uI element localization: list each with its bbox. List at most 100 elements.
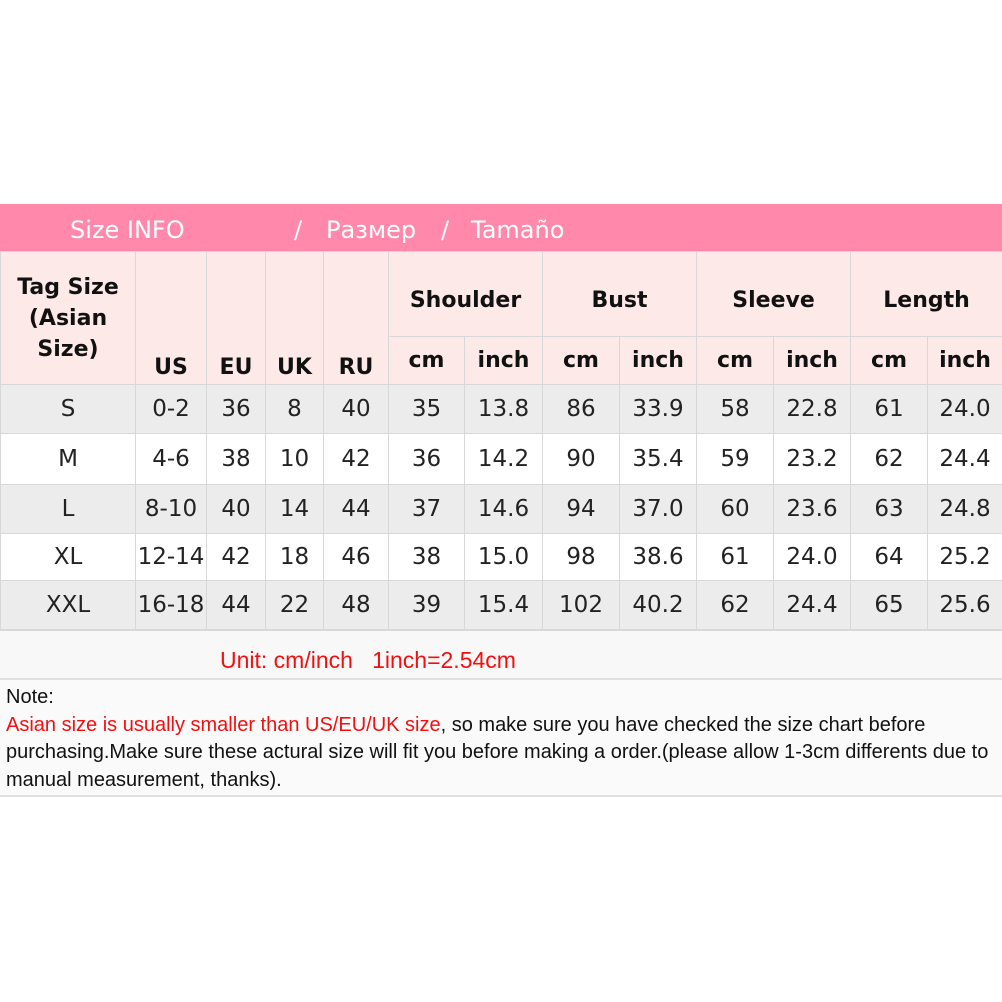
table-cell: 25.6 <box>927 580 1002 630</box>
unit-note: Unit: cm/inch 1inch=2.54cm <box>0 630 1002 680</box>
tag-size-cell: S <box>0 384 136 434</box>
table-cell: 35.4 <box>618 433 698 485</box>
table-cell: 8 <box>265 384 324 434</box>
size-table: Tag Size (Asian Size) US EU UK RU Should… <box>0 251 1002 630</box>
tag-size-cell: L <box>0 484 136 534</box>
table-cell: 61 <box>850 384 929 434</box>
table-cell: 22 <box>265 580 324 630</box>
header-inch: inch <box>618 336 698 385</box>
table-cell: 58 <box>696 384 775 434</box>
table-cell: 61 <box>696 533 775 581</box>
title-bar: Size INFO / Размер / Tamaño <box>0 204 1002 251</box>
table-cell: 25.2 <box>927 533 1002 581</box>
table-row: M 4-6 38 10 42 36 14.2 90 35.4 59 23.2 62 24.4 <box>0 433 1002 485</box>
table-cell: 44 <box>206 580 266 630</box>
note-box: Note: Asian size is usually smaller than… <box>0 680 1002 797</box>
tag-size-cell: XXL <box>0 580 136 630</box>
table-cell: 14.6 <box>464 484 543 534</box>
table-cell: 39 <box>388 580 465 630</box>
note-highlight: Asian size is usually smaller than US/EU… <box>6 713 441 736</box>
table-cell: 10 <box>265 433 324 485</box>
table-cell: 37.0 <box>618 484 698 534</box>
header-eu: EU <box>206 251 266 385</box>
table-cell: 33.9 <box>618 384 698 434</box>
header-uk: UK <box>265 251 324 385</box>
table-cell: 36 <box>388 433 465 485</box>
table-cell: 46 <box>323 533 389 581</box>
table-cell: 0-2 <box>135 384 207 434</box>
table-cell: 98 <box>542 533 620 581</box>
header-inch: inch <box>464 336 543 385</box>
table-cell: 59 <box>696 433 775 485</box>
title-sep: / <box>441 216 450 244</box>
table-cell: 38 <box>206 433 266 485</box>
note-rest: , so make sure you have checked the size… <box>6 713 989 791</box>
table-cell: 14 <box>265 484 324 534</box>
header-cm: cm <box>388 336 465 385</box>
table-cell: 24.4 <box>927 433 1002 485</box>
table-cell: 102 <box>542 580 620 630</box>
table-cell: 40.2 <box>618 580 698 630</box>
table-cell: 40 <box>206 484 266 534</box>
header-us: US <box>135 251 207 385</box>
table-cell: 18 <box>265 533 324 581</box>
header-cm: cm <box>696 336 775 385</box>
table-cell: 42 <box>323 433 389 485</box>
header-inch: inch <box>927 336 1002 385</box>
table-cell: 86 <box>542 384 620 434</box>
table-row: XXL 16-18 44 22 48 39 15.4 102 40.2 62 24.4 65 25.6 <box>0 580 1002 630</box>
table-cell: 23.6 <box>773 484 852 534</box>
table-cell: 40 <box>323 384 389 434</box>
tag-size-cell: M <box>0 433 136 485</box>
table-cell: 15.4 <box>464 580 543 630</box>
header-tag-size: Tag Size (Asian Size) <box>0 251 136 385</box>
table-cell: 60 <box>696 484 775 534</box>
table-cell: 48 <box>323 580 389 630</box>
table-cell: 94 <box>542 484 620 534</box>
table-cell: 65 <box>850 580 929 630</box>
table-cell: 15.0 <box>464 533 543 581</box>
table-cell: 24.0 <box>773 533 852 581</box>
table-cell: 13.8 <box>464 384 543 434</box>
table-cell: 36 <box>206 384 266 434</box>
table-cell: 38 <box>388 533 465 581</box>
note-text: Asian size is usually smaller than US/EU… <box>6 712 1002 795</box>
header-length: Length <box>850 251 1002 337</box>
table-cell: 8-10 <box>135 484 207 534</box>
table-cell: 16-18 <box>135 580 207 630</box>
table-cell: 62 <box>696 580 775 630</box>
table-cell: 22.8 <box>773 384 852 434</box>
title-en: Size INFO <box>70 216 185 244</box>
table-cell: 63 <box>850 484 929 534</box>
header-sleeve: Sleeve <box>696 251 852 337</box>
table-cell: 42 <box>206 533 266 581</box>
table-cell: 62 <box>850 433 929 485</box>
header-cm: cm <box>542 336 620 385</box>
header-ru: RU <box>323 251 389 385</box>
header-bust: Bust <box>541 251 698 337</box>
table-cell: 38.6 <box>618 533 698 581</box>
title-ru: Размер <box>326 216 417 244</box>
table-cell: 64 <box>850 533 929 581</box>
title-sep: / <box>294 216 303 244</box>
table-cell: 35 <box>388 384 465 434</box>
table-cell: 44 <box>323 484 389 534</box>
table-cell: 90 <box>542 433 620 485</box>
header-cm: cm <box>850 336 929 385</box>
header-inch: inch <box>773 336 852 385</box>
table-row: XL 12-14 42 18 46 38 15.0 98 38.6 61 24.0 64 25.2 <box>0 533 1002 581</box>
title-es: Tamaño <box>471 216 565 244</box>
table-cell: 24.8 <box>927 484 1002 534</box>
table-cell: 4-6 <box>135 433 207 485</box>
table-cell: 24.4 <box>773 580 852 630</box>
header-shoulder: Shoulder <box>388 251 543 337</box>
note-label: Note: <box>6 686 54 708</box>
size-chart: Size INFO / Размер / Tamaño Tag Size (As… <box>0 204 1002 797</box>
table-cell: 23.2 <box>773 433 852 485</box>
table-cell: 37 <box>388 484 465 534</box>
table-cell: 12-14 <box>135 533 207 581</box>
table-cell: 14.2 <box>464 433 543 485</box>
table-cell: 24.0 <box>927 384 1002 434</box>
table-row: L 8-10 40 14 44 37 14.6 94 37.0 60 23.6 63 24.8 <box>0 484 1002 534</box>
table-row: S 0-2 36 8 40 35 13.8 86 33.9 58 22.8 61 24.0 <box>0 384 1002 434</box>
